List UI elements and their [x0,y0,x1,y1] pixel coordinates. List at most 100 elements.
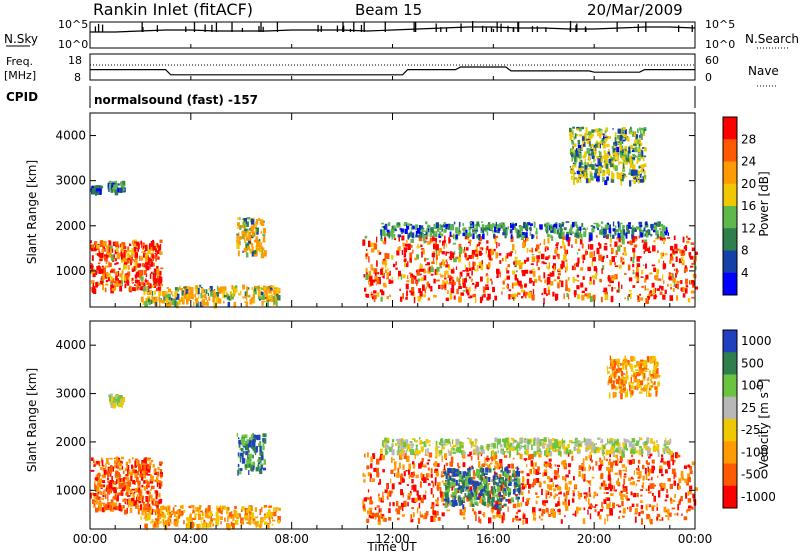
radar-cell [467,232,470,237]
radar-cell [455,234,458,239]
radar-cell [120,456,125,460]
radar-cell [519,444,522,449]
radar-cell [552,225,555,230]
radar-cell [579,158,581,163]
radar-cell [411,479,414,484]
radar-cell [541,488,543,496]
radar-cell [406,443,411,450]
radar-cell [416,507,419,514]
radar-cell [93,464,96,467]
radar-cell [253,299,256,304]
radar-cell [614,241,618,247]
radar-cell [133,246,137,252]
radar-cell [214,292,216,299]
radar-cell [589,451,592,456]
radar-cell [571,175,573,180]
radar-cell [531,247,534,253]
radar-cell [609,458,611,464]
radar-cell [142,495,145,499]
radar-cell [631,229,635,235]
radar-cell [473,512,477,515]
radar-cell [440,475,445,478]
radar-cell [145,515,149,521]
radar-cell [111,475,113,481]
radar-cell [99,240,103,247]
radar-cell [396,501,399,507]
radar-cell [441,455,443,462]
colorbar-tick-label: 24 [741,155,756,169]
radar-cell [409,467,411,470]
radar-cell [636,450,639,454]
radar-cell [521,270,523,273]
radar-cell [93,495,97,499]
radar-cell [443,440,446,447]
radar-cell [423,294,426,298]
radar-cell [590,161,592,166]
radar-cell [637,153,642,157]
radar-cell [545,451,548,455]
radar-cell [640,505,644,510]
radar-cell [148,243,151,250]
radar-cell [637,128,639,134]
radar-cell [458,252,463,254]
radar-cell [531,483,535,488]
radar-cell [257,463,260,469]
radar-cell [482,227,486,231]
radar-cell [656,444,660,449]
radar-cell [382,469,385,473]
radar-cell [611,160,614,164]
radar-cell [249,250,251,252]
radar-cell [255,240,258,242]
radar-cell [410,273,414,277]
radar-cell [631,160,634,166]
radar-cell [583,477,586,482]
radar-cell [125,273,128,276]
radar-cell [659,465,663,472]
radar-cell [499,463,503,469]
radar-cell [366,293,370,298]
radar-cell [447,223,451,230]
radar-cell [240,437,245,444]
radar-cell [680,280,683,285]
radar-cell [141,280,144,283]
radar-cell [672,288,675,292]
radar-cell [201,288,204,294]
radar-cell [367,510,371,515]
radar-cell [663,280,665,284]
radar-cell [602,176,604,183]
radar-cell [552,512,555,515]
radar-cell [237,222,240,227]
radar-cell [594,509,597,513]
radar-cell [572,172,576,175]
radar-cell [572,490,575,492]
radar-cell [628,156,630,163]
radar-cell [115,470,119,477]
radar-cell [619,150,623,156]
radar-cell [550,492,553,497]
radar-cell [145,273,148,278]
radar-cell [596,156,601,159]
radar-cell [622,139,626,142]
radar-cell [619,450,621,455]
radar-cell [680,287,682,292]
radar-cell [393,238,397,241]
radar-cell [663,238,665,245]
radar-cell [597,129,599,137]
radar-cell [595,443,597,445]
radar-cell [130,286,132,291]
radar-cell [518,280,522,287]
radar-cell [594,168,599,174]
radar-cell [577,294,580,300]
radar-cell [579,226,582,231]
radar-cell [639,166,642,169]
radar-cell [506,442,509,447]
radar-cell [149,244,153,251]
radar-cell [601,257,604,263]
radar-cell [93,189,97,195]
radar-cell [102,267,106,274]
radar-cell [607,438,609,444]
radar-cell [383,440,386,444]
radar-cell [216,505,218,511]
radar-cell [134,241,136,244]
radar-cell [641,169,645,172]
